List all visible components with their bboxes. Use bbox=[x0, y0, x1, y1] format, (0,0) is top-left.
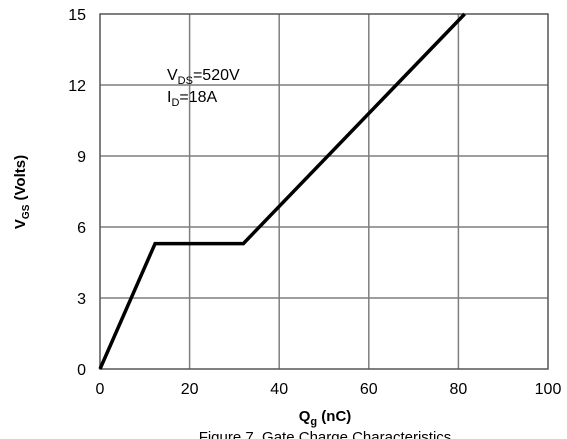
annotation-vds-sub: DS bbox=[178, 75, 193, 87]
y-tick-labels: 0 3 6 9 12 15 bbox=[68, 7, 86, 379]
x-tick-labels: 0 20 40 60 80 100 bbox=[96, 381, 562, 398]
annotation-vds-main: V bbox=[167, 67, 178, 84]
x-tick-label: 20 bbox=[181, 381, 199, 398]
y-axis-label-main: V bbox=[12, 219, 29, 229]
y-axis-label: VGS (Volts) bbox=[12, 155, 32, 229]
annotation-id: ID=18A bbox=[167, 89, 218, 109]
x-tick-label: 100 bbox=[535, 381, 562, 398]
y-tick-label: 6 bbox=[77, 220, 86, 237]
x-tick-label: 80 bbox=[450, 381, 468, 398]
x-tick-label: 60 bbox=[360, 381, 378, 398]
grid bbox=[100, 14, 548, 369]
annotation-id-rest: =18A bbox=[179, 89, 217, 106]
series-layer bbox=[98, 12, 466, 370]
annotation-id-main: I bbox=[167, 89, 171, 106]
y-tick-label: 9 bbox=[77, 149, 86, 166]
x-axis-label-main: Q bbox=[299, 408, 311, 425]
annotation-vds-rest: =520V bbox=[193, 67, 240, 84]
plot-frame bbox=[99, 13, 549, 370]
y-axis-label-sub: GS bbox=[21, 204, 32, 219]
x-axis-label-rest: (nC) bbox=[317, 408, 351, 425]
annotation-id-sub: D bbox=[171, 97, 179, 109]
x-axis-label-sub: g bbox=[310, 416, 317, 428]
series-line bbox=[98, 12, 466, 370]
y-tick-label: 15 bbox=[68, 7, 86, 24]
figure-caption: Figure 7. Gate Charge Characteristics bbox=[199, 429, 452, 439]
y-tick-label: 12 bbox=[68, 78, 86, 95]
y-tick-label: 3 bbox=[77, 291, 86, 308]
annotation-vds: VDS=520V bbox=[167, 67, 240, 87]
y-axis-label-rest: (Volts) bbox=[12, 155, 29, 205]
x-tick-label: 0 bbox=[96, 381, 105, 398]
x-axis-label: Qg (nC) bbox=[299, 408, 352, 428]
x-tick-label: 40 bbox=[270, 381, 288, 398]
y-tick-label: 0 bbox=[77, 362, 86, 379]
